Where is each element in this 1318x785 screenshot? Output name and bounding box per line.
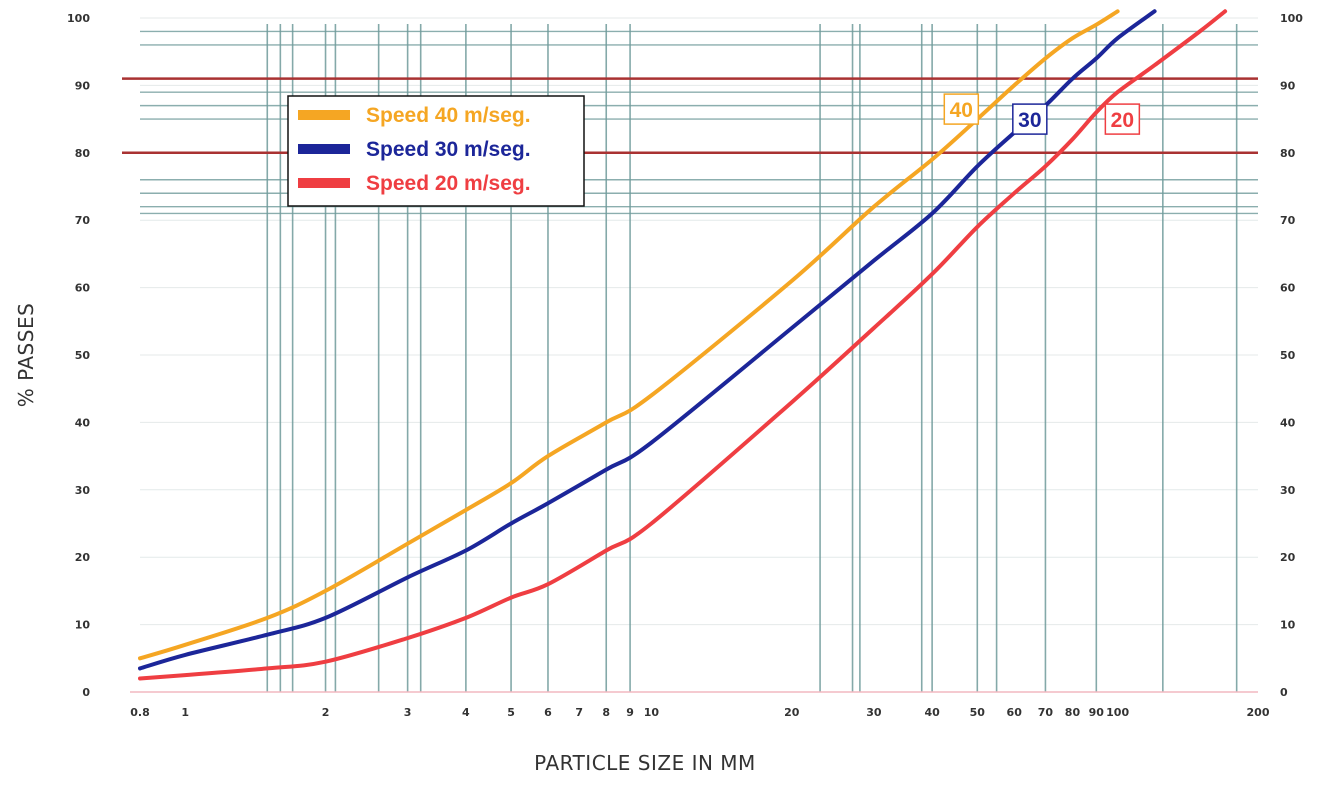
- x-axis-title: PARTICLE SIZE IN MM: [534, 751, 756, 775]
- curve-labels: 40 30 20: [943, 93, 1141, 135]
- x-tick-label: 6: [544, 706, 552, 719]
- x-tick-label: 40: [924, 706, 940, 719]
- y-tick-label: 10: [75, 619, 91, 632]
- x-tick-label: 0.8: [130, 706, 150, 719]
- y-tick-label-right: 20: [1280, 551, 1296, 564]
- x-tick-label: 9: [626, 706, 634, 719]
- legend-swatch: [298, 178, 350, 188]
- legend-label: Speed 30 m/seg.: [366, 138, 531, 161]
- legend-label: Speed 20 m/seg.: [366, 172, 531, 195]
- x-tick-label: 20: [784, 706, 800, 719]
- x-tick-label: 200: [1247, 706, 1270, 719]
- curve-label: 30: [1018, 109, 1041, 132]
- x-tick-label: 90: [1089, 706, 1105, 719]
- y-tick-label: 90: [75, 79, 91, 92]
- series-line: [138, 9, 1120, 661]
- x-tick-label: 80: [1065, 706, 1081, 719]
- x-tick-label: 5: [507, 706, 515, 719]
- y-tick-label: 80: [75, 147, 91, 160]
- curve-label-box: [1104, 103, 1141, 135]
- y-tick-label-right: 40: [1280, 416, 1296, 429]
- y-tick-label-right: 60: [1280, 282, 1296, 295]
- curve-label: 40: [950, 99, 973, 122]
- legend-label: Speed 40 m/seg.: [366, 104, 531, 127]
- y-tick-label-right: 100: [1280, 12, 1303, 25]
- y-tick-label-right: 0: [1280, 686, 1288, 699]
- x-tick-label: 7: [575, 706, 583, 719]
- y-tick-label: 20: [75, 551, 91, 564]
- y-tick-label: 0: [82, 686, 90, 699]
- curve-label: 20: [1111, 109, 1134, 132]
- x-tick-label: 4: [462, 706, 470, 719]
- x-tick-label: 30: [866, 706, 882, 719]
- y-tick-label-right: 10: [1280, 619, 1296, 632]
- curves: [138, 9, 1228, 681]
- series-line: [138, 9, 1228, 681]
- x-tick-label: 100: [1106, 706, 1129, 719]
- x-tick-label: 1: [181, 706, 189, 719]
- y-tick-label: 40: [75, 416, 91, 429]
- legend: Speed 40 m/seg. Speed 30 m/seg. Speed 20 m…: [287, 95, 585, 207]
- curve-label-box: [1012, 103, 1048, 135]
- y-tick-label-right: 70: [1280, 214, 1296, 227]
- y-tick-label-right: 90: [1280, 79, 1296, 92]
- y-tick-label-right: 50: [1280, 349, 1296, 362]
- curve-label-box: [943, 93, 980, 125]
- legend-swatch: [298, 144, 350, 154]
- y-tick-label-right: 80: [1280, 147, 1296, 160]
- y-tick-label: 100: [67, 12, 90, 25]
- y-tick-label-right: 30: [1280, 484, 1296, 497]
- x-tick-label: 50: [970, 706, 986, 719]
- y-tick-label: 60: [75, 282, 91, 295]
- x-tick-label: 3: [404, 706, 412, 719]
- y-axis-title: % PASSES: [14, 303, 38, 408]
- x-tick-label: 60: [1007, 706, 1023, 719]
- series-line: [138, 9, 1157, 671]
- y-tick-label: 70: [75, 214, 91, 227]
- x-tick-label: 70: [1038, 706, 1054, 719]
- x-tick-label: 10: [644, 706, 660, 719]
- y-tick-label: 30: [75, 484, 91, 497]
- x-tick-label: 8: [602, 706, 610, 719]
- y-tick-label: 50: [75, 349, 91, 362]
- grid: [122, 17, 1258, 693]
- legend-swatch: [298, 110, 350, 120]
- x-tick-label: 2: [322, 706, 330, 719]
